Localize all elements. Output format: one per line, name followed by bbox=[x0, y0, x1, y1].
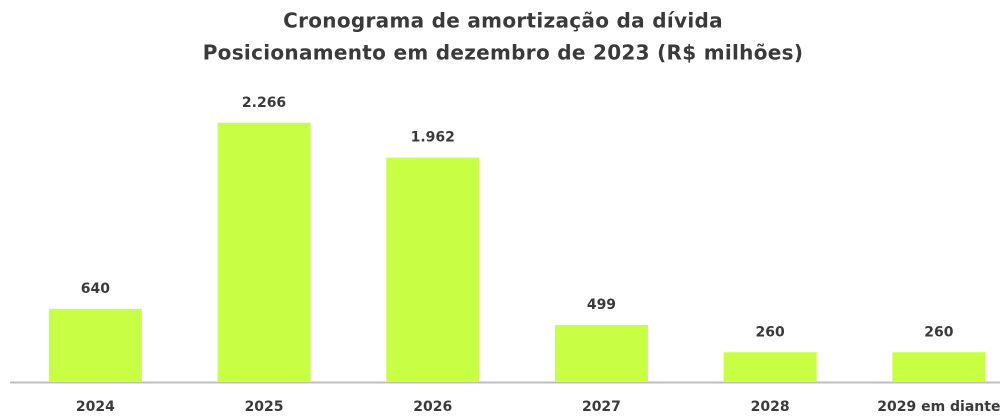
bar bbox=[48, 308, 142, 382]
value-label: 260 bbox=[924, 324, 953, 340]
value-label: 2.266 bbox=[242, 95, 286, 111]
chart-subtitle: Posicionamento em dezembro de 2023 (R$ m… bbox=[203, 41, 804, 65]
bar bbox=[386, 157, 480, 382]
value-label: 260 bbox=[756, 324, 785, 340]
bar bbox=[554, 324, 648, 382]
bar bbox=[217, 122, 311, 383]
bar bbox=[723, 352, 817, 382]
chart-title: Cronograma de amortização da dívida bbox=[283, 9, 723, 33]
x-tick-label: 2028 bbox=[751, 399, 790, 415]
value-label: 1.962 bbox=[411, 130, 455, 146]
x-tick-label: 2024 bbox=[76, 399, 115, 415]
x-tick-label: 2025 bbox=[245, 399, 284, 415]
x-tick-label: 2027 bbox=[582, 399, 621, 415]
value-label: 640 bbox=[81, 281, 110, 297]
x-tick-label: 2029 em diante bbox=[877, 399, 1000, 415]
x-tick-label: 2026 bbox=[413, 399, 452, 415]
value-label: 499 bbox=[587, 297, 616, 313]
bar bbox=[892, 352, 986, 382]
